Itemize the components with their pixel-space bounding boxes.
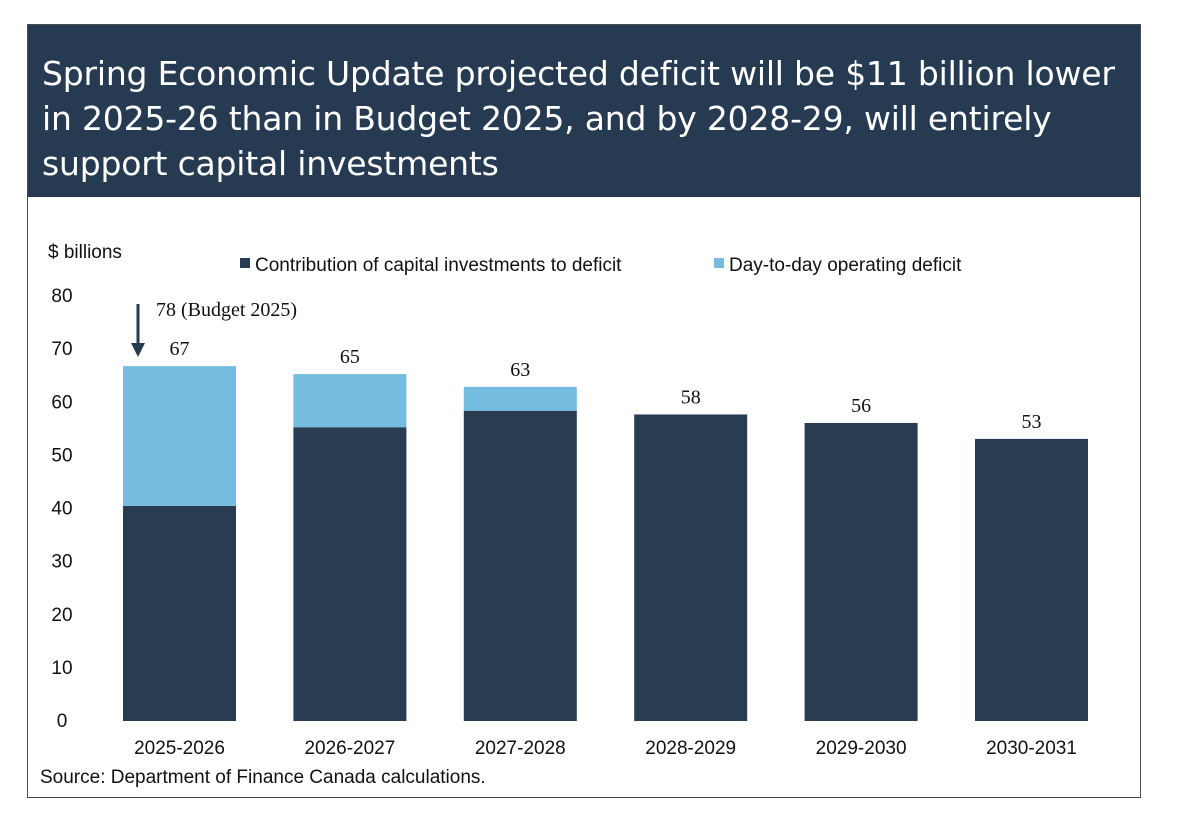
bar-total-label: 56 [851, 395, 871, 417]
x-axis-ticks: 2025-2026 2026-2027 2027-2028 2028-2029 2029… [134, 738, 1077, 759]
y-axis-label: $ billions [48, 242, 122, 263]
bar-operating-segment [123, 366, 236, 506]
annotation-text: 78 (Budget 2025) [156, 299, 297, 321]
x-tick-label: 2027-2028 [475, 738, 566, 759]
annotation-arrow-head [131, 343, 145, 357]
legend-label-operating: Day-to-day operating deficit [729, 255, 962, 276]
x-tick-label: 2025-2026 [134, 738, 225, 759]
y-tick-label: 30 [51, 552, 72, 573]
bar-operating-segment [463, 386, 577, 411]
y-tick-label: 40 [51, 499, 72, 520]
bar-capital-segment [634, 414, 748, 721]
budget-annotation: 78 (Budget 2025) [131, 299, 297, 357]
bar-total-label: 63 [510, 359, 530, 381]
y-tick-label: 60 [51, 392, 72, 413]
bar-total-label: 65 [340, 346, 360, 368]
bar-total-label: 53 [1022, 411, 1042, 433]
bar-capital-segment [293, 427, 407, 721]
legend-swatch-operating [714, 258, 724, 268]
data-labels: 67 65 63 58 56 53 [170, 338, 1042, 433]
y-tick-label: 50 [51, 445, 72, 466]
bar-capital-segment [975, 438, 1088, 721]
legend: Contribution of capital investments to d… [240, 255, 962, 276]
y-tick-label: 10 [51, 658, 72, 679]
legend-swatch-capital [240, 258, 250, 268]
y-tick-label: 70 [51, 339, 72, 360]
bar-operating-segment [293, 374, 407, 428]
y-tick-label: 80 [51, 286, 72, 307]
y-axis-ticks: 0 10 20 30 40 50 60 70 80 [51, 286, 72, 732]
bar-capital-segment [804, 422, 918, 721]
legend-label-capital: Contribution of capital investments to d… [255, 255, 622, 276]
bar-total-label: 67 [170, 338, 190, 360]
y-tick-label: 20 [51, 605, 72, 626]
bar-total-label: 58 [681, 386, 701, 408]
source-note: Source: Department of Finance Canada cal… [40, 767, 486, 788]
bars [123, 366, 1088, 721]
x-tick-label: 2028-2029 [645, 738, 736, 759]
y-tick-label: 0 [57, 711, 68, 732]
bar-capital-segment [463, 410, 577, 721]
title-band: Spring Economic Update projected deficit… [28, 25, 1140, 197]
bar-capital-segment [123, 505, 236, 721]
x-tick-label: 2026-2027 [304, 738, 395, 759]
chart-title: Spring Economic Update projected deficit… [42, 54, 1115, 183]
x-tick-label: 2029-2030 [816, 738, 907, 759]
x-tick-label: 2030-2031 [986, 738, 1077, 759]
